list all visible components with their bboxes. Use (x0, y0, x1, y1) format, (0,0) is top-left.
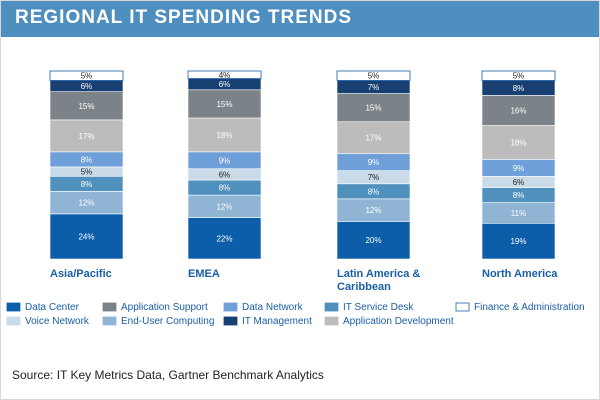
data-label-it-management-north-america: 8% (513, 84, 525, 93)
legend-label-it-management: IT Management (242, 316, 312, 327)
bar-finance-and-administration-north-america (481, 70, 556, 81)
legend-swatch-finance-and-administration (455, 302, 470, 312)
data-label-end-user-computing-asia-pacific: 12% (78, 199, 94, 208)
data-label-application-development-asia-pacific: 17% (78, 132, 94, 141)
data-label-data-center-asia-pacific: 24% (78, 232, 94, 241)
data-label-end-user-computing-north-america: 11% (511, 209, 526, 218)
legend-label-application-support: Application Support (121, 302, 208, 313)
category-label-asia-pacific: Asia/Pacific (50, 268, 112, 280)
source-note: Source: IT Key Metrics Data, Gartner Ben… (12, 368, 324, 382)
data-label-voice-network-asia-pacific: 5% (81, 168, 93, 177)
bar-finance-and-administration-asia-pacific (49, 70, 124, 81)
data-label-application-support-north-america: 16% (510, 106, 526, 115)
data-label-it-service-desk-asia-pacific: 8% (81, 180, 93, 189)
bar-application-development-latin-america-and-caribbean (336, 121, 411, 155)
data-label-application-support-asia-pacific: 15% (78, 102, 94, 111)
data-label-it-service-desk-north-america: 8% (513, 191, 525, 200)
data-label-voice-network-north-america: 6% (513, 178, 525, 187)
data-label-application-support-emea: 15% (216, 100, 232, 109)
data-label-it-service-desk-latin-america-and-caribbean: 8% (368, 187, 380, 196)
data-label-data-network-asia-pacific: 8% (81, 155, 93, 164)
legend-label-end-user-computing: End-User Computing (121, 316, 214, 327)
category-label-latin-america-and-caribbean: Latin America & Caribbean (337, 268, 420, 293)
legend-swatch-data-network (223, 302, 238, 312)
data-label-application-development-north-america: 18% (510, 138, 526, 147)
legend-label-data-center: Data Center (25, 302, 80, 313)
legend-swatch-voice-network (6, 316, 21, 326)
category-label-emea: EMEA (188, 268, 220, 280)
bar-application-development-asia-pacific (49, 119, 124, 153)
bar-application-support-latin-america-and-caribbean (336, 93, 411, 123)
data-label-it-service-desk-emea: 8% (219, 184, 231, 193)
data-label-voice-network-latin-america-and-caribbean: 7% (368, 173, 380, 182)
data-label-finance-and-administration-asia-pacific: 5% (81, 72, 93, 81)
legend-swatch-it-management (223, 316, 238, 326)
data-label-data-network-north-america: 9% (513, 164, 525, 173)
data-label-data-center-north-america: 19% (510, 237, 526, 246)
bar-finance-and-administration-latin-america-and-caribbean (336, 70, 411, 81)
category-label-north-america: North America (482, 268, 558, 280)
legend-label-voice-network: Voice Network (25, 316, 90, 327)
bar-application-support-asia-pacific (49, 91, 124, 121)
legend-swatch-data-center (6, 302, 21, 312)
data-label-application-development-emea: 18% (216, 131, 232, 140)
legend-label-it-service-desk: IT Service Desk (343, 302, 414, 313)
bar-data-center-latin-america-and-caribbean (336, 221, 411, 260)
chart-title: REGIONAL IT SPENDING TRENDS (15, 7, 353, 28)
data-label-it-management-emea: 6% (219, 80, 231, 89)
bar-application-development-north-america (481, 125, 556, 160)
bar-application-support-north-america (481, 95, 556, 126)
bar-finance-and-administration-emea (187, 70, 262, 79)
bar-data-center-asia-pacific (49, 213, 124, 260)
data-label-application-support-latin-america-and-caribbean: 15% (365, 104, 381, 113)
data-label-end-user-computing-emea: 12% (216, 202, 232, 211)
legend-swatch-application-development (324, 316, 339, 326)
legend-swatch-application-support (102, 302, 117, 312)
bar-data-center-emea (187, 217, 262, 260)
data-label-finance-and-administration-north-america: 5% (513, 72, 525, 81)
data-label-data-network-latin-america-and-caribbean: 9% (368, 158, 380, 167)
bar-application-development-emea (187, 117, 262, 153)
legend-label-finance-and-administration: Finance & Administration (474, 302, 585, 313)
data-label-data-center-latin-america-and-caribbean: 20% (365, 236, 381, 245)
data-label-finance-and-administration-emea: 4% (219, 71, 231, 80)
data-label-data-center-emea: 22% (216, 234, 232, 243)
title-band: REGIONAL IT SPENDING TRENDS (1, 1, 599, 37)
data-label-end-user-computing-latin-america-and-caribbean: 12% (365, 206, 381, 215)
data-label-it-management-asia-pacific: 6% (81, 82, 93, 91)
data-label-finance-and-administration-latin-america-and-caribbean: 5% (368, 72, 380, 81)
legend-label-data-network: Data Network (242, 302, 304, 313)
data-label-application-development-latin-america-and-caribbean: 17% (365, 134, 381, 143)
data-label-data-network-emea: 9% (219, 156, 231, 165)
data-label-voice-network-emea: 6% (219, 170, 231, 179)
legend-label-application-development: Application Development (343, 316, 454, 327)
legend-swatch-end-user-computing (102, 316, 117, 326)
legend-swatch-it-service-desk (324, 302, 339, 312)
data-label-it-management-latin-america-and-caribbean: 7% (368, 83, 380, 92)
